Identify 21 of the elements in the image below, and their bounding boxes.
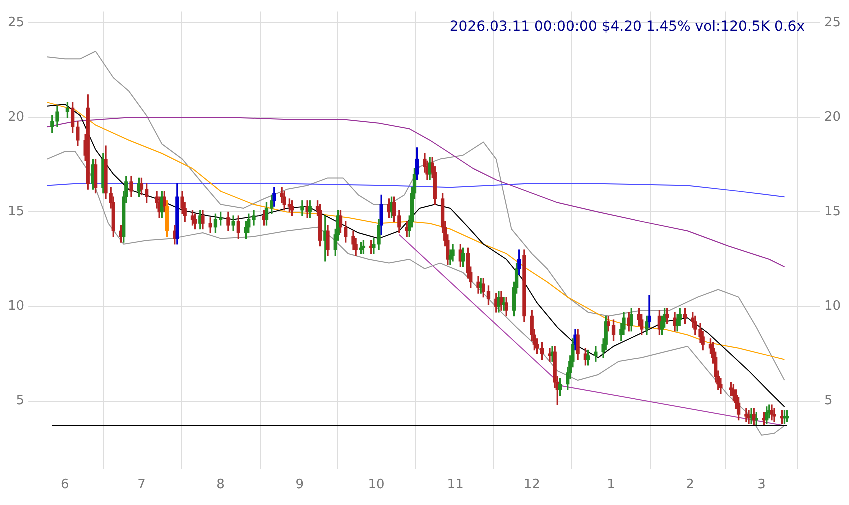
y-tick-label: 20 <box>8 110 25 126</box>
x-tick-label: 1 <box>607 478 616 493</box>
y2-tick-label: 5 <box>824 394 833 409</box>
x-tick-label: 6 <box>61 478 70 493</box>
y2-tick-label: 10 <box>824 299 842 314</box>
y-tick-label: 5 <box>16 394 25 409</box>
y2-tick-label: 15 <box>824 204 842 220</box>
x-tick-label: 8 <box>216 478 225 493</box>
x-tick-label: 11 <box>447 478 464 493</box>
y-tick-label: 10 <box>8 299 25 314</box>
y2-tick-label: 20 <box>824 110 842 126</box>
x-tick-label: 12 <box>524 478 540 493</box>
text: 2026.03.11 00:00:00 $4.20 1.45% vol:120.5K 0.6x <box>450 19 805 35</box>
x-tick-label: 3 <box>758 478 766 493</box>
x-tick-label: 2 <box>686 478 694 493</box>
x-tick-label: 9 <box>296 478 304 493</box>
y-tick-label: 15 <box>8 204 25 220</box>
y2-tick-label: 25 <box>824 16 842 31</box>
x-tick-label: 10 <box>368 478 385 493</box>
y-tick-label: 25 <box>8 16 25 31</box>
x-tick-label: 7 <box>138 478 146 493</box>
